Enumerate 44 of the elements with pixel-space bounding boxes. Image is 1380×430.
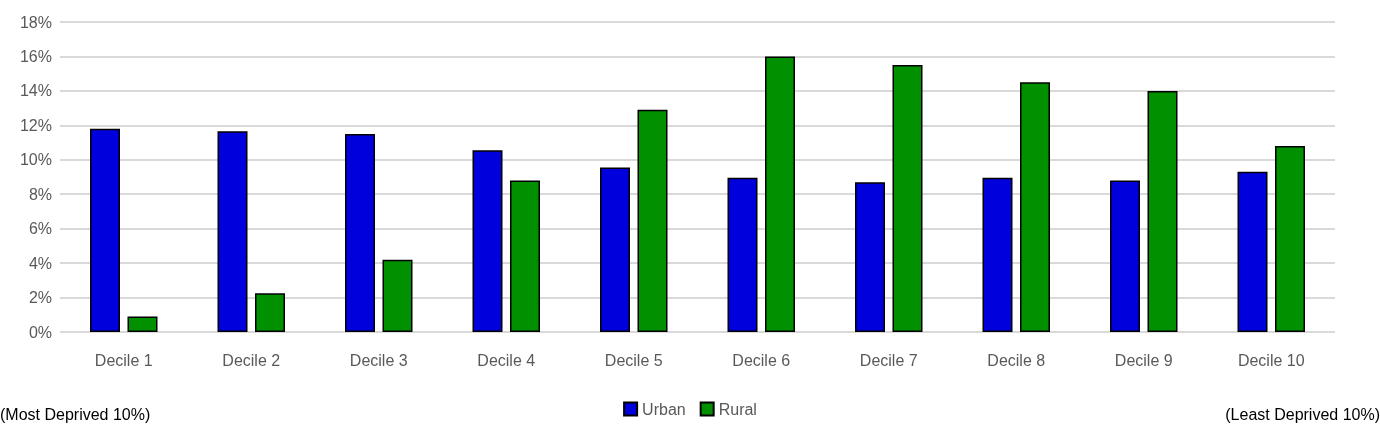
bar xyxy=(510,180,540,332)
bar xyxy=(217,131,248,332)
y-tick-label: 14% xyxy=(19,82,52,100)
bar xyxy=(1147,90,1178,332)
x-tick-label: Decile 8 xyxy=(987,351,1046,369)
x-tick-label: Decile 5 xyxy=(604,351,663,369)
legend-label: Urban xyxy=(642,400,686,418)
y-tick-label: 12% xyxy=(19,116,52,134)
bar xyxy=(765,56,795,332)
bar xyxy=(90,128,120,332)
bar xyxy=(600,167,630,332)
bar xyxy=(345,133,375,332)
y-tick-label: 16% xyxy=(19,47,52,65)
x-tick-label: Decile 9 xyxy=(1114,351,1173,369)
x-tick-label: Decile 2 xyxy=(222,351,281,369)
y-tick-label: 10% xyxy=(19,151,52,169)
legend-label: Rural xyxy=(718,400,757,418)
bar xyxy=(127,316,158,332)
y-tick-label: 18% xyxy=(19,13,52,31)
bar xyxy=(472,150,503,332)
y-tick-label: 6% xyxy=(28,220,52,238)
x-tick-label: Decile 7 xyxy=(859,351,918,369)
bar xyxy=(1110,180,1140,332)
bar xyxy=(1237,171,1268,332)
bar xyxy=(855,182,885,332)
y-tick-label: 0% xyxy=(28,323,52,341)
bar xyxy=(1275,146,1305,332)
bar xyxy=(892,65,923,332)
bar xyxy=(982,177,1013,332)
x-tick-label: Decile 3 xyxy=(349,351,408,369)
bar xyxy=(727,177,758,332)
y-tick-label: 4% xyxy=(28,254,52,272)
y-tick-label: 8% xyxy=(28,185,52,203)
bar xyxy=(255,293,285,332)
x-tick-label: Decile 4 xyxy=(477,351,536,369)
bar xyxy=(1020,82,1050,332)
bar xyxy=(382,259,413,332)
text: (Most Deprived 10%) xyxy=(0,405,151,423)
x-tick-label: Decile 10 xyxy=(1237,351,1305,369)
bar xyxy=(637,109,668,332)
text: (Least Deprived 10%) xyxy=(1225,405,1380,423)
x-tick-label: Decile 1 xyxy=(94,351,153,369)
y-tick-label: 2% xyxy=(28,289,52,307)
x-tick-label: Decile 6 xyxy=(732,351,791,369)
